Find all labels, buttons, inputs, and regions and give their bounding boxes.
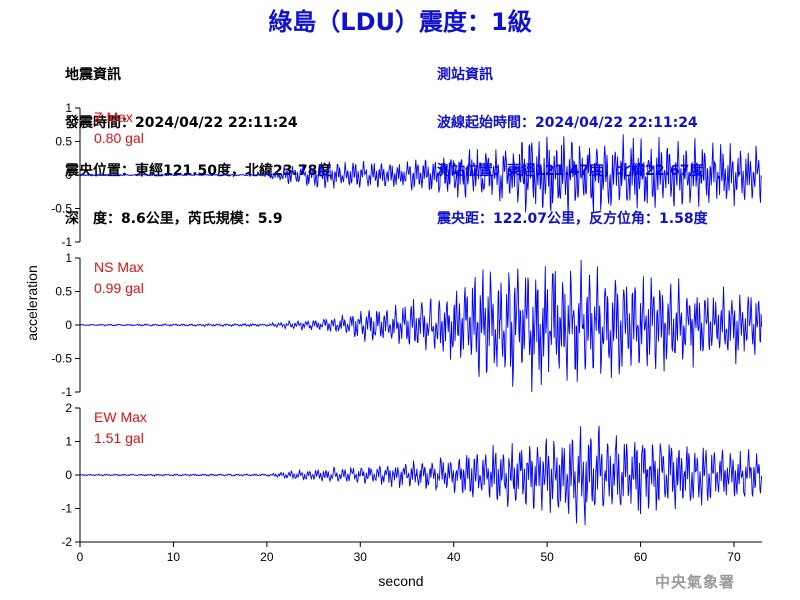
max-value-z: 0.80 gal: [94, 130, 144, 146]
y-tick-label: -0.5: [51, 352, 72, 366]
x-axis-label: second: [378, 573, 423, 589]
y-tick-label: 1: [65, 251, 72, 265]
x-tick-label: 50: [540, 550, 554, 564]
y-tick-label: -1: [61, 235, 72, 249]
x-tick-label: 60: [634, 550, 648, 564]
quake-info: 地震資訊 發震時間：2024/04/22 22:11:24 震央位置：東經121…: [65, 35, 331, 243]
origin-time: 發震時間：2024/04/22 22:11:24: [65, 115, 298, 131]
x-tick-label: 0: [77, 550, 84, 564]
y-tick-label: 0: [65, 168, 72, 182]
max-value-ns: 0.99 gal: [94, 280, 144, 296]
y-axis-label: acceleration: [24, 265, 40, 341]
quake-info-heading: 地震資訊: [65, 67, 121, 83]
y-tick-label: 0.5: [55, 135, 72, 149]
wave-start-time: 波線起始時間：2024/04/22 22:11:24: [437, 115, 698, 131]
y-tick-label: -0.5: [51, 202, 72, 216]
x-tick-label: 10: [167, 550, 181, 564]
x-tick-label: 30: [354, 550, 368, 564]
y-tick-label: -1: [61, 502, 72, 516]
x-tick-label: 70: [727, 550, 741, 564]
y-tick-label: 0: [65, 318, 72, 332]
max-label-z: Z Max: [94, 109, 133, 125]
y-tick-label: 0: [65, 468, 72, 482]
y-tick-label: -1: [61, 385, 72, 399]
x-tick-label: 20: [260, 550, 274, 564]
agency-mark: 中央氣象署: [655, 573, 736, 591]
y-tick-label: 1: [65, 101, 72, 115]
y-tick-label: 0.5: [55, 285, 72, 299]
chart-title: 綠島（LDU）震度：1級: [268, 8, 532, 36]
max-value-ew: 1.51 gal: [94, 430, 144, 446]
epicentral-distance: 震央距：122.07公里，反方位角：1.58度: [437, 211, 708, 227]
y-tick-label: -2: [61, 535, 72, 549]
trace-z: [79, 134, 762, 217]
depth-magnitude: 深 度：8.6公里，芮氏規模：5.9: [65, 211, 283, 227]
trace-ew: [79, 425, 763, 526]
y-tick-label: 1: [65, 435, 72, 449]
station-info-heading: 測站資訊: [437, 67, 493, 83]
x-tick-label: 40: [447, 550, 461, 564]
trace-ns: [79, 259, 763, 393]
max-label-ns: NS Max: [94, 259, 144, 275]
y-tick-label: 2: [65, 401, 72, 415]
max-label-ew: EW Max: [94, 409, 147, 425]
